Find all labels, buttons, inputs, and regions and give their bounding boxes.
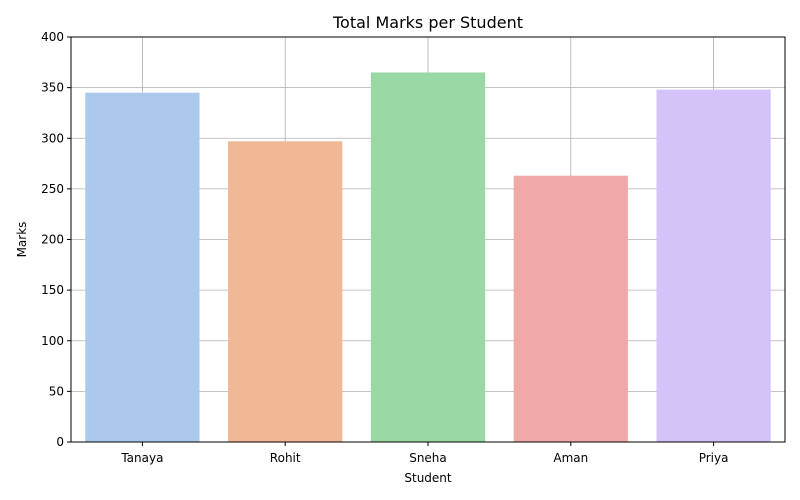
bar-priya bbox=[656, 89, 771, 443]
axes-frame bbox=[70, 36, 786, 443]
y-tick-label: 400 bbox=[41, 30, 64, 44]
y-tick-label: 150 bbox=[41, 283, 64, 297]
y-tick-label: 350 bbox=[41, 81, 64, 95]
y-tick-label: 0 bbox=[56, 435, 64, 449]
x-tick-label: Aman bbox=[553, 451, 588, 465]
y-tick-label: 250 bbox=[41, 182, 64, 196]
y-tick-label: 50 bbox=[49, 384, 64, 398]
y-axis-label: Marks bbox=[15, 222, 29, 258]
x-tick-label: Tanaya bbox=[120, 451, 163, 465]
y-tick-label: 100 bbox=[41, 334, 64, 348]
bar-aman bbox=[513, 175, 628, 442]
x-tick-label: Priya bbox=[699, 451, 729, 465]
bar-rohit bbox=[228, 141, 343, 442]
x-tick-label: Sneha bbox=[409, 451, 447, 465]
y-tick-label: 300 bbox=[41, 131, 64, 145]
bars bbox=[85, 72, 771, 443]
x-axis-label: Student bbox=[404, 471, 452, 485]
chart-title: Total Marks per Student bbox=[332, 13, 523, 32]
y-tick-label: 200 bbox=[41, 233, 64, 247]
bar-tanaya bbox=[85, 92, 200, 442]
x-tick-label: Rohit bbox=[270, 451, 301, 465]
axis-ticks: 0 50 100 150 200 250 300 350 400 Tanaya Rohit Sneha… bbox=[41, 30, 728, 465]
bar-sneha bbox=[370, 72, 486, 442]
